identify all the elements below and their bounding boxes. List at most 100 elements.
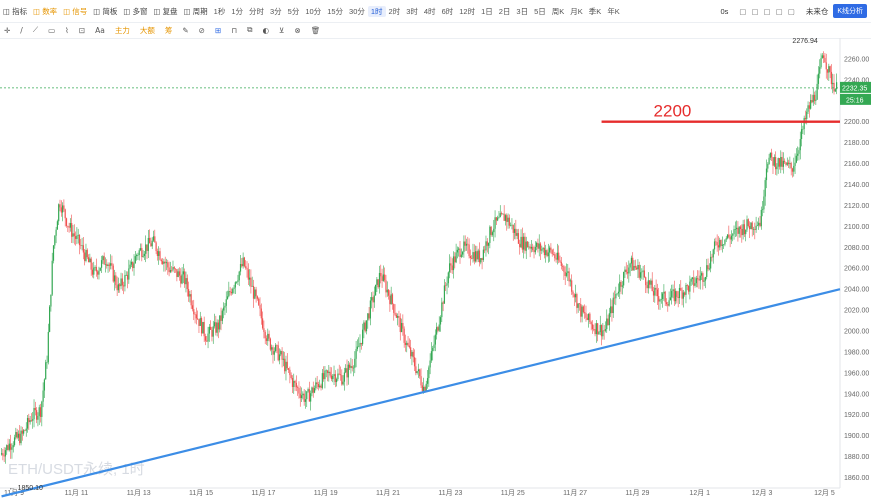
candle-body xyxy=(641,271,643,273)
candle-body xyxy=(42,390,44,402)
pen-icon[interactable]: ✎ xyxy=(182,25,189,35)
trend-line[interactable] xyxy=(1,288,841,498)
timeframe-16[interactable]: 3日 xyxy=(516,6,529,16)
timeframe-19[interactable]: 月K xyxy=(570,6,583,16)
candle-body xyxy=(68,226,70,228)
candle-body xyxy=(726,234,729,239)
timeframe-8[interactable]: 1时 xyxy=(367,5,386,17)
candle-body xyxy=(411,351,413,357)
magnet-icon[interactable]: ⊓ xyxy=(231,25,238,35)
ruler-icon[interactable]: ⊘ xyxy=(198,25,205,35)
timeframe-11[interactable]: 4时 xyxy=(423,6,436,16)
timeframe-2[interactable]: 分时 xyxy=(249,6,264,16)
timeframe-0[interactable]: 1秒 xyxy=(213,6,226,16)
candle-body xyxy=(273,351,275,355)
main-force-icon[interactable]: 主力 xyxy=(114,25,130,35)
candle-body xyxy=(515,228,517,236)
timeframe-13[interactable]: 12时 xyxy=(459,6,476,16)
timeframe-20[interactable]: 季K xyxy=(588,6,602,16)
candle-body xyxy=(819,67,821,74)
rect-icon[interactable]: ▭ xyxy=(48,25,56,35)
measure-icon[interactable]: ⊡ xyxy=(78,25,86,35)
candle-body xyxy=(186,278,188,290)
timeframe-17[interactable]: 5日 xyxy=(534,6,546,16)
timeframe-4[interactable]: 5分 xyxy=(287,6,300,16)
timeframe-12[interactable]: 6时 xyxy=(441,6,454,16)
candle-body xyxy=(12,445,14,448)
link-icon[interactable]: ⊗ xyxy=(294,25,301,35)
candle-body xyxy=(226,296,229,300)
large-order-icon[interactable]: 大额 xyxy=(139,25,155,35)
resistance-label: 2200 xyxy=(654,102,692,121)
multi-line-icon[interactable]: ⟋ xyxy=(32,25,39,34)
kline-analysis-button[interactable]: K线分析 xyxy=(833,4,867,18)
candle-body xyxy=(302,393,304,396)
candle-body xyxy=(660,299,662,300)
hide-icon[interactable]: ◐ xyxy=(262,25,270,35)
flag-icon[interactable]: 筹 xyxy=(164,25,173,35)
fullscreen-icon[interactable]: ▢ xyxy=(787,6,795,16)
lock-icon[interactable]: ⊞ xyxy=(214,25,222,35)
candle-body xyxy=(323,373,325,380)
candle-body xyxy=(785,162,787,165)
copy-icon[interactable]: ⧉ xyxy=(247,25,253,34)
indicator-button[interactable]: ◫ 指标 xyxy=(0,0,30,22)
candle-body xyxy=(671,290,673,298)
period-button[interactable]: ◫ 周期 xyxy=(181,0,211,22)
crosshair-icon[interactable]: ✛ xyxy=(4,25,11,35)
timeframe-18[interactable]: 周K xyxy=(551,6,565,16)
candle-body xyxy=(264,332,266,339)
brush-icon[interactable]: ⌇ xyxy=(65,25,69,35)
candle-body xyxy=(380,272,382,277)
line-icon[interactable]: / xyxy=(20,25,23,35)
timeframe-1[interactable]: 1分 xyxy=(231,6,243,16)
candle-body xyxy=(272,347,274,355)
timeframe-21[interactable]: 年K xyxy=(607,6,620,16)
candle-body xyxy=(767,164,769,169)
timeframe-14[interactable]: 1日 xyxy=(481,6,493,16)
candle-body xyxy=(454,256,456,263)
alert-label[interactable]: 未来仓 xyxy=(805,6,829,16)
candle-body xyxy=(650,280,652,285)
edit-icon[interactable]: ▢ xyxy=(751,6,759,16)
filter-icon[interactable]: ⊻ xyxy=(279,25,285,35)
timeframe-3[interactable]: 3分 xyxy=(270,6,282,16)
settings-icon[interactable]: ▢ xyxy=(775,6,783,16)
candle-body xyxy=(406,342,408,345)
candle-body xyxy=(329,371,331,376)
candle-body xyxy=(64,209,66,219)
trash-icon[interactable]: 🗑 xyxy=(310,25,321,35)
timeframe-10[interactable]: 3时 xyxy=(406,6,418,16)
text-icon[interactable]: Aa xyxy=(95,25,105,35)
timeframe-5[interactable]: 10分 xyxy=(305,6,322,16)
price-chart[interactable]: ETH/USDT永续, 1时 1860.00 1880.00 1900.00 1920.… xyxy=(0,38,871,501)
simple-button[interactable]: ◫ 简板 xyxy=(90,0,120,22)
list-icon[interactable]: ▢ xyxy=(763,6,771,16)
candle-body xyxy=(259,304,261,309)
candle-body xyxy=(591,324,594,330)
candle-body xyxy=(393,304,395,313)
candle-body xyxy=(6,445,8,451)
candle-body xyxy=(285,361,287,372)
candle-body xyxy=(415,366,417,374)
timeframe-9[interactable]: 2时 xyxy=(388,6,401,16)
candle-body xyxy=(668,300,670,306)
quant-button[interactable]: ◫ 数率 xyxy=(30,0,60,22)
timeframe-15[interactable]: 2日 xyxy=(498,6,511,16)
candle-body xyxy=(499,213,501,218)
candle-body xyxy=(663,291,665,294)
camera-icon[interactable]: ▢ xyxy=(739,6,747,16)
candle-body xyxy=(624,269,626,273)
candle-body xyxy=(373,295,375,303)
candle-body xyxy=(24,430,26,431)
candle-body xyxy=(137,254,139,256)
candle-body xyxy=(580,303,582,317)
multi-button[interactable]: ◫ 多窗 xyxy=(120,0,150,22)
candle-body xyxy=(715,241,717,243)
timeframe-7[interactable]: 30分 xyxy=(349,6,365,16)
candle-body xyxy=(746,219,748,230)
replay-button[interactable]: ◫ 复盘 xyxy=(150,0,180,22)
signal-button[interactable]: ◫ 信号 xyxy=(60,0,90,22)
candle-body xyxy=(374,284,377,296)
timeframe-6[interactable]: 15分 xyxy=(327,6,344,16)
